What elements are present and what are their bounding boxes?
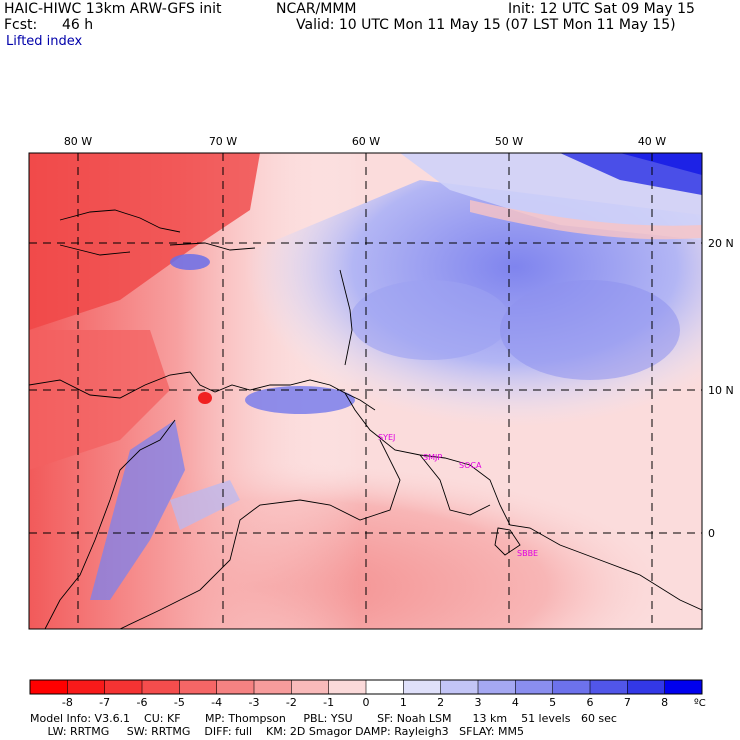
map-frame <box>28 152 703 630</box>
lat-label-10n: 10 N <box>708 384 734 397</box>
lifted-index-field <box>29 153 702 629</box>
colorbar-tick-label: 1 <box>400 696 407 709</box>
init-time: Init: 12 UTC Sat 09 May 15 <box>508 1 695 17</box>
colorbar-tick-label: -2 <box>286 696 297 709</box>
lon-label-40w: 40 W <box>638 135 666 148</box>
lon-label-60w: 60 W <box>352 135 380 148</box>
station-label: SOCA <box>459 461 482 470</box>
colorbar-tick-label: 5 <box>549 696 556 709</box>
station-label: SMJP <box>423 453 442 462</box>
colorbar-tick-label: 0 <box>363 696 370 709</box>
fcst-label: Fcst: <box>4 17 38 33</box>
footer-model-info: Model Info: V3.6.1 CU: KF MP: Thompson P… <box>30 712 617 725</box>
colorbar-tick-label: -1 <box>323 696 334 709</box>
colorbar-swatch <box>403 680 442 694</box>
lon-label-80w: 80 W <box>64 135 92 148</box>
colorbar-swatch <box>67 680 106 694</box>
colorbar-tick-label: 6 <box>587 696 594 709</box>
colorbar-swatch <box>590 680 628 694</box>
colorbar-tick-label: 2 <box>437 696 444 709</box>
colorbar-swatch <box>366 680 404 694</box>
colorbar-tick-label: -5 <box>174 696 185 709</box>
colorbar-tick-label: 7 <box>624 696 631 709</box>
colorbar-swatch <box>627 680 666 694</box>
colorbar-swatch <box>515 680 554 694</box>
colorbar-swatch <box>552 680 591 694</box>
lat-label-0: 0 <box>708 527 715 540</box>
valid-time: Valid: 10 UTC Mon 11 May 15 (07 LST Mon … <box>296 17 676 33</box>
colorbar-swatch <box>30 680 68 694</box>
station-label: SBBE <box>517 549 538 558</box>
colorbar-swatch <box>328 680 367 694</box>
colorbar-tick-label: 8 <box>661 696 668 709</box>
colorbar-swatch <box>142 680 180 694</box>
colorbar-swatch <box>104 680 143 694</box>
fcst-value: 46 h <box>62 17 94 33</box>
field-name: Lifted index <box>6 34 83 49</box>
colorbar-unit: ºC <box>694 698 706 709</box>
colorbar-swatch <box>440 680 479 694</box>
colorbar-tick-label: -4 <box>211 696 222 709</box>
org-label: NCAR/MMM <box>276 1 357 17</box>
colorbar <box>29 679 703 695</box>
colorbar-swatch <box>179 680 218 694</box>
colorbar-tick-label: 4 <box>512 696 519 709</box>
colorbar-swatch <box>664 680 703 694</box>
colorbar-tick-label: -7 <box>99 696 110 709</box>
colorbar-tick-label: -3 <box>249 696 260 709</box>
lat-label-20n: 20 N <box>708 237 734 250</box>
model-title: HAIC-HIWC 13km ARW-GFS init <box>4 1 222 17</box>
coastlines <box>29 209 702 629</box>
colorbar-tick-label: 3 <box>475 696 482 709</box>
footer-physics-info: LW: RRTMG SW: RRTMG DIFF: full KM: 2D Sm… <box>30 725 524 738</box>
colorbar-swatch <box>478 680 516 694</box>
lon-label-70w: 70 W <box>209 135 237 148</box>
colorbar-swatch <box>216 680 255 694</box>
colorbar-tick-label: -6 <box>137 696 148 709</box>
colorbar-swatch <box>254 680 292 694</box>
station-label: SYEJ <box>378 433 395 442</box>
lon-label-50w: 50 W <box>495 135 523 148</box>
colorbar-tick-label: -8 <box>62 696 73 709</box>
colorbar-ticks: -8 -7 -6 -5 -4 -3 -2 -1 0 1 2 3 4 5 6 7 8 <box>62 696 668 709</box>
colorbar-swatch <box>291 680 330 694</box>
lat-lon-grid <box>29 153 702 629</box>
